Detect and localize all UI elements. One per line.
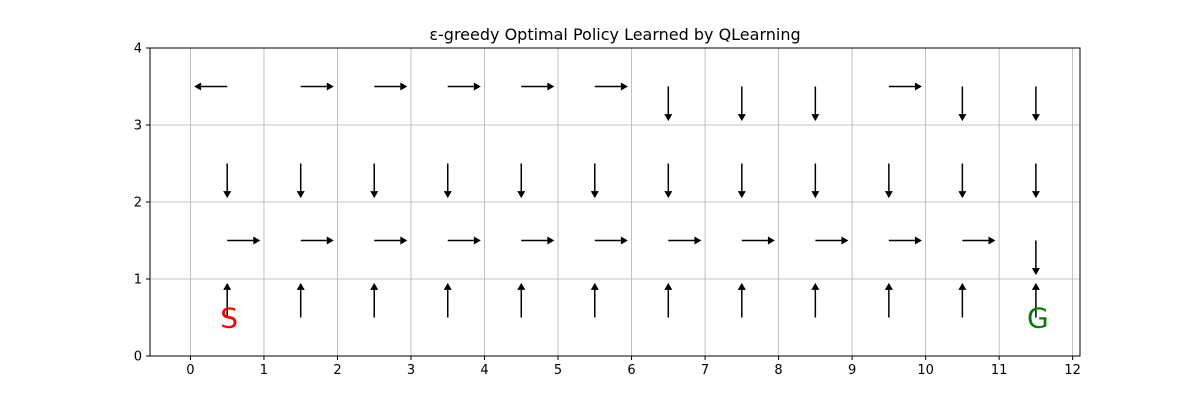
policy-arrow-down [1031, 240, 1040, 276]
x-tick-label: 1 [260, 363, 268, 378]
policy-arrow-up [296, 282, 305, 318]
policy-arrow-right [741, 236, 775, 245]
x-tick-label: 8 [774, 363, 782, 378]
y-tick-label: 3 [134, 119, 142, 134]
x-tick-label: 6 [627, 363, 635, 378]
policy-arrow-right [888, 82, 922, 91]
policy-arrow-right [815, 236, 849, 245]
policy-arrow-down [737, 163, 746, 199]
policy-arrow-up [370, 282, 379, 318]
policy-arrow-down [737, 86, 746, 122]
chart-title: ε-greedy Optimal Policy Learned by QLear… [429, 25, 800, 44]
policy-arrow-up [590, 282, 599, 318]
policy-arrow-down [1031, 86, 1040, 122]
policy-arrow-down [590, 163, 599, 199]
policy-arrow-right [374, 82, 408, 91]
policy-arrow-up [958, 282, 967, 318]
policy-arrow-down [811, 163, 820, 199]
policy-arrow-down [958, 86, 967, 122]
policy-arrow-up [811, 282, 820, 318]
policy-arrow-right [594, 82, 628, 91]
x-tick-label: 7 [701, 363, 709, 378]
policy-arrow-down [223, 163, 232, 199]
policy-arrow-right [668, 236, 702, 245]
x-tick-label: 4 [480, 363, 488, 378]
policy-arrow-right [227, 236, 261, 245]
policy-arrow-right [300, 82, 334, 91]
policy-arrow-right [521, 82, 555, 91]
y-tick-label: 2 [134, 196, 142, 211]
policy-arrow-right [447, 82, 481, 91]
policy-arrow-left [194, 82, 228, 91]
y-tick-label: 0 [134, 350, 142, 365]
policy-arrow-up [1031, 282, 1040, 318]
policy-arrow-right [594, 236, 628, 245]
policy-arrow-up [443, 282, 452, 318]
policy-arrow-up [517, 282, 526, 318]
x-tick-label: 10 [917, 363, 934, 378]
policy-arrow-down [296, 163, 305, 199]
x-tick-label: 3 [407, 363, 415, 378]
policy-arrow-down [884, 163, 893, 199]
y-tick-label: 4 [134, 42, 142, 57]
x-tick-label: 0 [186, 363, 194, 378]
policy-arrows [194, 82, 1040, 318]
x-tick-label: 9 [848, 363, 856, 378]
y-tick-label: 1 [134, 273, 142, 288]
start-label: S [220, 302, 238, 335]
policy-arrow-right [374, 236, 408, 245]
policy-arrow-right [962, 236, 996, 245]
policy-arrow-down [370, 163, 379, 199]
policy-arrow-up [223, 282, 232, 318]
policy-arrow-right [521, 236, 555, 245]
x-tick-label: 5 [554, 363, 562, 378]
policy-arrow-right [888, 236, 922, 245]
policy-arrow-down [517, 163, 526, 199]
goal-label: G [1027, 302, 1049, 335]
policy-arrow-down [1031, 163, 1040, 199]
policy-arrow-up [884, 282, 893, 318]
policy-arrow-right [300, 236, 334, 245]
policy-arrow-down [958, 163, 967, 199]
policy-arrow-down [664, 86, 673, 122]
policy-arrow-up [737, 282, 746, 318]
x-tick-label: 2 [333, 363, 341, 378]
policy-arrow-up [664, 282, 673, 318]
policy-arrow-down [811, 86, 820, 122]
x-tick-label: 11 [991, 363, 1008, 378]
policy-arrow-right [447, 236, 481, 245]
policy-arrow-down [443, 163, 452, 199]
policy-arrow-down [664, 163, 673, 199]
x-tick-label: 12 [1064, 363, 1081, 378]
